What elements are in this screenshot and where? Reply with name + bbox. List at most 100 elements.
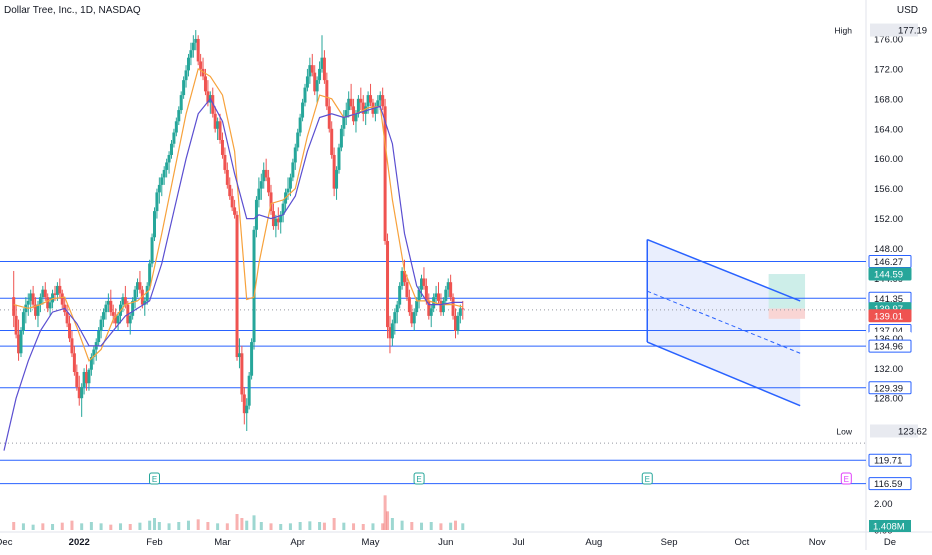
candle-163	[407, 289, 411, 316]
y-tick-label-6: 152.00	[874, 214, 903, 225]
earnings-marker-0	[148, 472, 160, 485]
candle-body-3	[19, 330, 23, 354]
candle-body-15	[48, 302, 52, 309]
candle-88	[225, 162, 229, 189]
candle-111	[281, 199, 285, 223]
volume-bar-1	[21, 523, 25, 530]
candle-body-85	[218, 121, 222, 140]
x-tick-label-12: De	[884, 537, 896, 548]
candle-body-24	[70, 338, 74, 354]
candle-25	[72, 345, 76, 376]
candle-body-39	[106, 300, 110, 305]
y-tick-label-5: 148.00	[874, 244, 903, 255]
x-tick-label-10: Oct	[735, 537, 750, 548]
candle-body-96	[245, 405, 249, 414]
candle-body-65	[169, 143, 173, 155]
candle-body-179	[446, 282, 450, 290]
candle-126	[318, 61, 322, 84]
candle-body-185	[461, 308, 465, 310]
candle-body-105	[267, 177, 271, 193]
candle-body-166	[415, 300, 419, 313]
candle-body-95	[242, 394, 246, 414]
candle-body-174	[434, 293, 438, 298]
candle-body-89	[228, 184, 232, 197]
candle-body-128	[322, 57, 326, 81]
candle-175	[437, 282, 441, 305]
candle-38	[104, 300, 108, 320]
volume-bar-2	[31, 524, 35, 530]
candle-32	[89, 353, 93, 376]
candle-132	[332, 147, 336, 197]
y-tick-label-8: 160.00	[874, 154, 903, 165]
candle-body-107	[271, 211, 275, 227]
position-profit-zone	[768, 274, 806, 309]
candle-169	[422, 267, 426, 290]
candle-body-151	[378, 95, 382, 101]
low-tag-bg	[870, 424, 918, 438]
candle-131	[330, 121, 334, 159]
candle-body-124	[313, 72, 317, 92]
y-tick-label-9: 164.00	[874, 124, 903, 135]
candle-95	[242, 386, 246, 425]
candle-43	[116, 312, 120, 331]
candle-19	[58, 278, 62, 298]
candle-body-126	[318, 68, 322, 81]
candle-body-46	[123, 297, 127, 305]
earnings-marker-2	[641, 472, 653, 485]
candle-84	[216, 117, 220, 140]
candle-48	[128, 312, 132, 335]
candle-56	[148, 259, 152, 290]
candle-171	[427, 293, 431, 320]
candle-98	[250, 338, 254, 380]
price-tag-bg-0	[868, 254, 912, 268]
volume-bar-22	[216, 523, 220, 530]
candle-body-80	[206, 91, 210, 103]
candle-body-93	[237, 353, 241, 358]
price-tag-10: 116.59	[874, 479, 902, 490]
candle-158	[395, 300, 399, 324]
candle-50	[133, 285, 137, 309]
low-label: Low	[836, 426, 852, 436]
candle-body-13	[43, 289, 47, 298]
candle-body-69	[179, 95, 183, 111]
candle-body-9	[34, 304, 38, 316]
candle-144	[361, 95, 365, 122]
candle-body-4	[21, 312, 25, 331]
candle-body-147	[369, 95, 373, 103]
candle-body-159	[398, 285, 402, 305]
candle-body-78	[201, 68, 205, 77]
candle-body-183	[456, 315, 460, 331]
candle-138	[347, 91, 351, 118]
candle-65	[169, 140, 173, 159]
candle-139	[349, 83, 353, 111]
candle-150	[376, 95, 380, 114]
price-tag-2: 141.35	[874, 294, 903, 305]
candle-body-1	[14, 315, 18, 335]
candle-180	[449, 274, 453, 301]
candle-85	[218, 113, 222, 144]
channel-lower-line	[646, 341, 801, 407]
candle-178	[444, 285, 448, 305]
candle-body-62	[162, 169, 166, 178]
candle-body-94	[240, 353, 244, 395]
volume-bar-44	[390, 518, 394, 530]
candle-body-59	[155, 192, 159, 212]
candle-body-146	[366, 95, 370, 107]
volume-bar-39	[361, 524, 365, 530]
candle-64	[167, 151, 171, 174]
price-tag-0: 146.27	[874, 257, 903, 268]
candle-body-51	[136, 282, 140, 290]
candle-106	[269, 184, 273, 215]
candle-body-113	[286, 188, 290, 193]
candle-147	[369, 83, 373, 107]
price-tag-bg-4	[868, 309, 912, 323]
candle-body-170	[424, 285, 428, 301]
candle-161	[403, 259, 407, 286]
volume-bar-38	[352, 523, 356, 530]
candle-3	[19, 327, 23, 358]
candle-body-160	[400, 270, 404, 286]
volume-bar-19	[186, 520, 190, 530]
candle-20	[60, 289, 64, 309]
